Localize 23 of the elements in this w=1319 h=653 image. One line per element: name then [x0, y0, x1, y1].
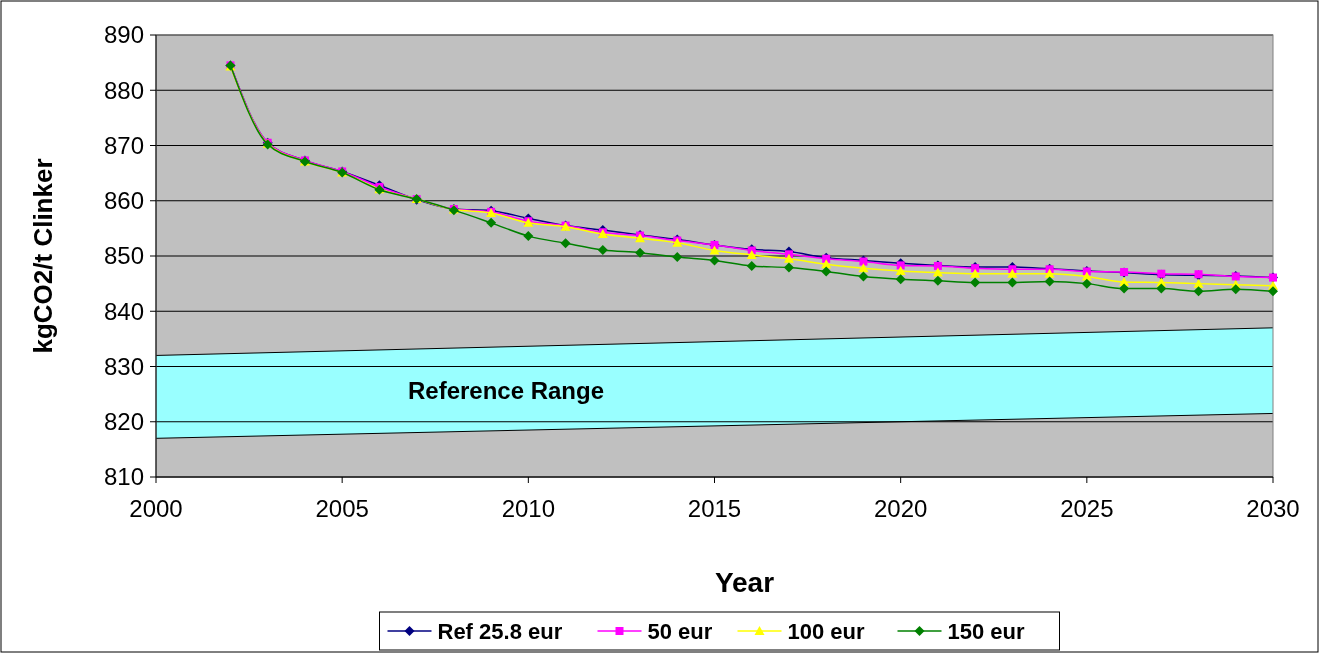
x-tick-label: 2010 [501, 495, 556, 522]
x-tick-label: 2020 [873, 495, 928, 522]
x-tick-label: 2000 [129, 495, 183, 522]
x-tick-label: 2015 [687, 495, 742, 522]
x-tick-label: 2025 [1060, 495, 1114, 522]
y-tick-label: 850 [103, 242, 144, 270]
y-tick-label: 860 [103, 187, 144, 215]
legend-label: 150 eur [947, 618, 1025, 644]
y-tick-label: 820 [103, 408, 144, 436]
legend-label: 50 eur [647, 618, 713, 644]
y-tick-label: 870 [103, 131, 144, 159]
legend-label: Ref 25.8 eur [437, 618, 563, 644]
y-tick-label: 880 [103, 76, 144, 104]
y-tick-label: 890 [103, 21, 144, 49]
x-axis-title: Year [714, 567, 775, 598]
x-tick-label: 2005 [315, 495, 369, 522]
legend-label: 100 eur [787, 618, 865, 644]
y-tick-label: 810 [103, 463, 144, 491]
y-tick-label: 830 [103, 352, 144, 380]
y-axis-title: kgCO2/t Clinker [28, 158, 58, 354]
x-tick-label: 2030 [1246, 495, 1300, 522]
annotation: Reference Range [407, 377, 605, 404]
y-tick-label: 840 [103, 297, 144, 325]
